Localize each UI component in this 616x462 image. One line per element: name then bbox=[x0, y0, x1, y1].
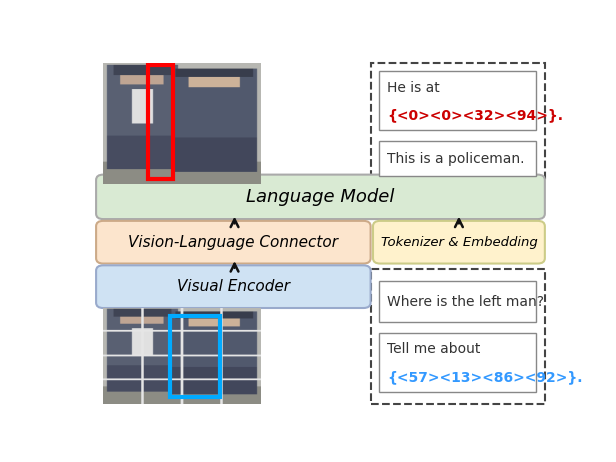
FancyBboxPatch shape bbox=[96, 265, 371, 308]
FancyBboxPatch shape bbox=[373, 221, 545, 263]
Bar bbox=[379, 281, 536, 322]
Text: He is at: He is at bbox=[387, 81, 440, 95]
Bar bbox=[371, 269, 545, 404]
Text: Tell me about: Tell me about bbox=[387, 342, 480, 356]
Bar bbox=[371, 62, 545, 182]
Text: Where is the left man?: Where is the left man? bbox=[387, 295, 544, 309]
Text: Visual Encoder: Visual Encoder bbox=[177, 279, 290, 294]
FancyBboxPatch shape bbox=[96, 175, 545, 219]
Text: Language Model: Language Model bbox=[246, 188, 395, 206]
Bar bbox=[379, 72, 536, 130]
Text: This is a policeman.: This is a policeman. bbox=[387, 152, 524, 165]
Bar bbox=[379, 333, 536, 392]
Text: {<0><0><32><94>}.: {<0><0><32><94>}. bbox=[387, 109, 563, 122]
Text: Tokenizer & Embedding: Tokenizer & Embedding bbox=[381, 236, 537, 249]
FancyBboxPatch shape bbox=[96, 221, 371, 263]
Text: {<57><13><86><92>}.: {<57><13><86><92>}. bbox=[387, 370, 582, 384]
Bar bbox=[379, 141, 536, 176]
Text: Vision-Language Connector: Vision-Language Connector bbox=[128, 235, 338, 249]
